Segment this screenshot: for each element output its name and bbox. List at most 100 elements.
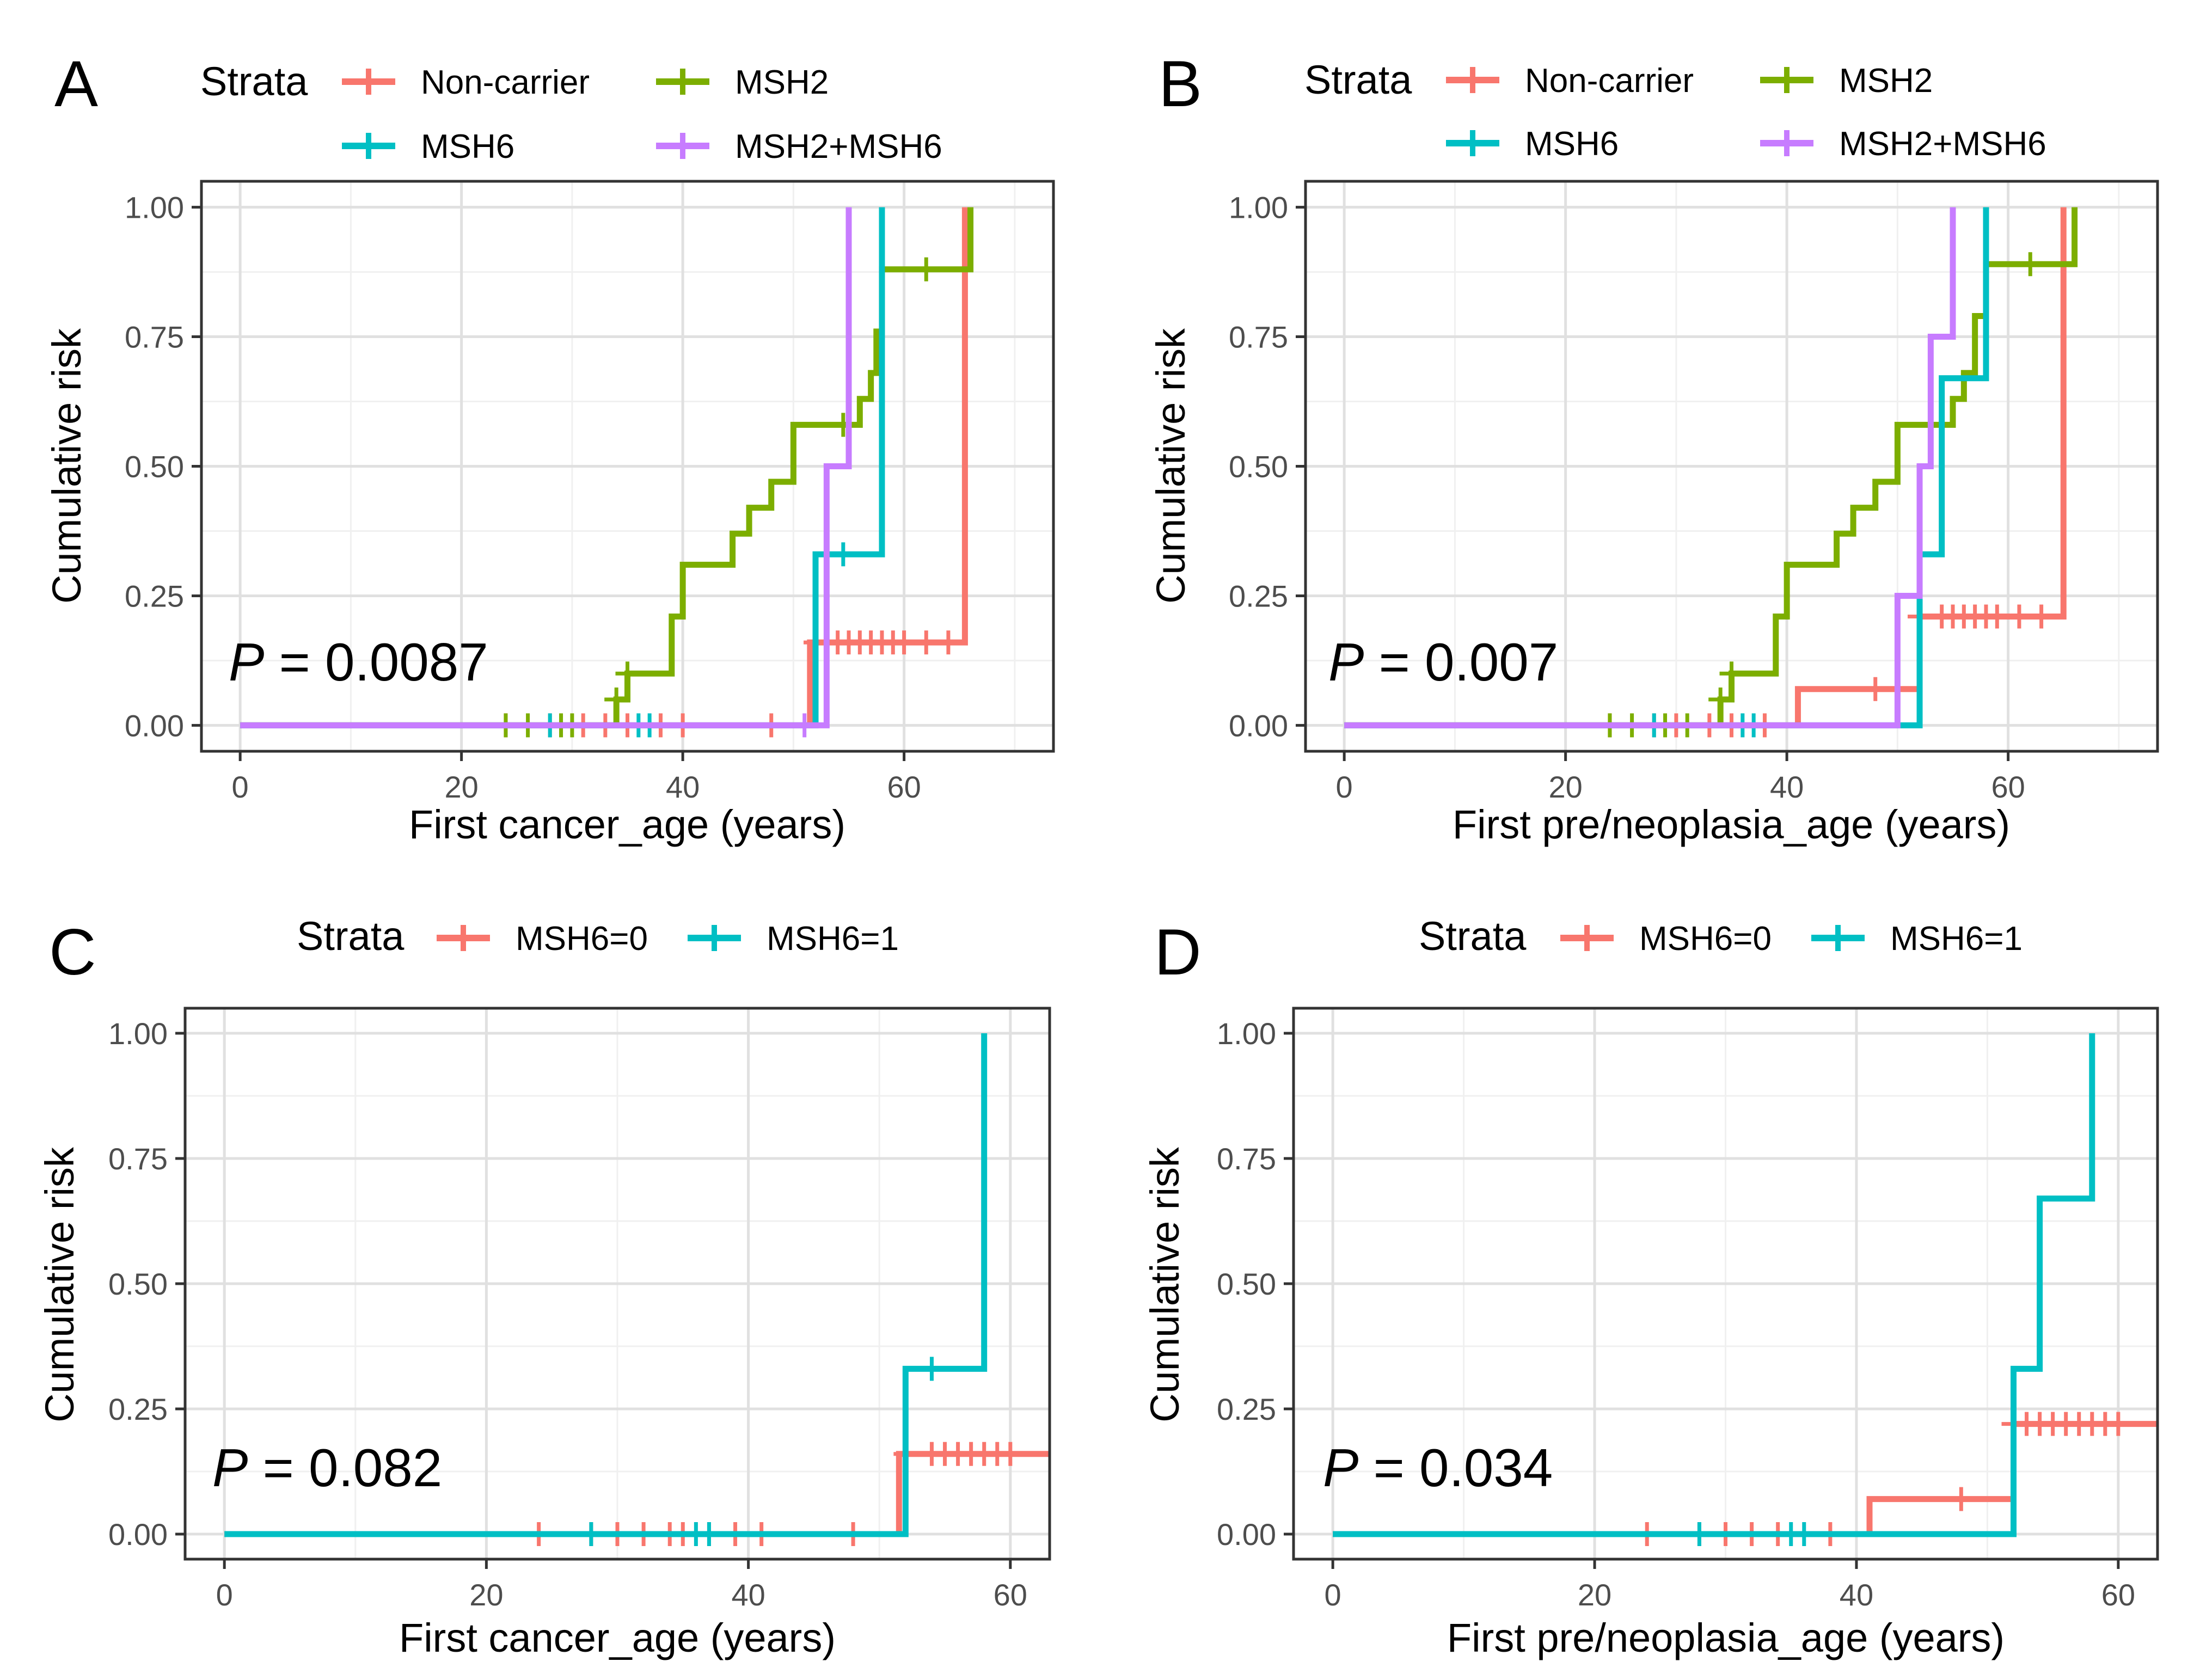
p-value-annotation: P = 0.007 — [1328, 632, 1558, 692]
legend-title: Strata — [1419, 913, 1527, 959]
panel-letter: B — [1159, 47, 1202, 120]
legend-label: MSH6=1 — [1890, 920, 2023, 958]
censor-mark — [1792, 1522, 1816, 1546]
censor-mark — [892, 630, 916, 655]
y-tick-label: 0.00 — [1229, 708, 1288, 743]
legend-label: MSH2 — [735, 64, 829, 101]
legend-label: MSH6=0 — [516, 920, 648, 958]
censor-mark — [2106, 1412, 2130, 1436]
y-tick-label: 0.50 — [1229, 450, 1288, 484]
series-line-msh2-msh6 — [1344, 207, 1956, 728]
censor-mark — [2007, 604, 2031, 629]
panel-letter: A — [54, 47, 98, 120]
x-tick-label: 0 — [1325, 1578, 1341, 1612]
x-tick-label: 0 — [232, 770, 249, 804]
x-tick-label: 60 — [1991, 770, 2025, 804]
y-axis-title: Cumulative risk — [37, 1146, 82, 1423]
x-tick-label: 20 — [1578, 1578, 1611, 1612]
p-value-text: = 0.007 — [1364, 632, 1558, 692]
censor-mark — [831, 542, 855, 567]
legend-title: Strata — [200, 59, 308, 104]
y-tick-label: 1.00 — [125, 191, 184, 225]
y-tick-label: 0.00 — [125, 708, 184, 743]
censor-mark — [579, 1522, 603, 1546]
legend-label: MSH2+MSH6 — [735, 128, 942, 165]
censor-mark — [914, 257, 939, 281]
y-tick-label: 0.75 — [108, 1142, 168, 1176]
censor-mark — [1708, 687, 1733, 712]
y-tick-label: 1.00 — [1229, 191, 1288, 225]
x-tick-label: 20 — [1548, 770, 1582, 804]
y-tick-label: 0.25 — [125, 579, 184, 613]
y-tick-label: 0.75 — [1229, 320, 1288, 354]
y-tick-label: 0.25 — [1229, 579, 1288, 613]
y-tick-label: 1.00 — [108, 1016, 168, 1051]
x-tick-label: 40 — [1840, 1578, 1873, 1612]
p-value-text: = 0.034 — [1358, 1438, 1553, 1498]
legend-label: MSH6 — [1525, 125, 1619, 163]
censor-mark — [1687, 1522, 1712, 1546]
series-line-msh2 — [1344, 207, 2078, 728]
censor-mark — [1985, 604, 2009, 629]
p-value-symbol: P — [1323, 1438, 1358, 1498]
p-value-text: = 0.082 — [248, 1438, 442, 1498]
censor-mark — [697, 1522, 721, 1546]
y-tick-label: 1.00 — [1217, 1016, 1276, 1051]
p-value-annotation: P = 0.082 — [212, 1438, 442, 1498]
censor-mark — [1949, 1487, 1974, 1511]
series-line-msh6-1 — [224, 1033, 988, 1537]
p-value-annotation: P = 0.034 — [1323, 1438, 1553, 1498]
panel-c: C Strata MSH6=0 MSH6=1 0 20 40 60 0.00 0.25 0.50 0.… — [37, 913, 1051, 1660]
censor-mark — [936, 630, 960, 655]
legend-label: Non-carrier — [421, 64, 590, 101]
legend-title: Strata — [1304, 57, 1412, 102]
series-line-msh6 — [1344, 207, 1989, 728]
x-tick-label: 40 — [666, 770, 700, 804]
y-tick-label: 0.00 — [108, 1517, 168, 1552]
y-tick-label: 0.25 — [108, 1392, 168, 1426]
panel-a: A Strata Non-carrier MSH2 MSH6 MSH2+MSH6 0 20 40… — [44, 47, 1055, 847]
legend-label: MSH2 — [1839, 62, 1933, 100]
series-line-msh6-1 — [1333, 1033, 2095, 1537]
p-value-symbol: P — [212, 1438, 248, 1498]
x-axis-title: First cancer_age (years) — [399, 1615, 836, 1660]
x-tick-label: 60 — [994, 1578, 1027, 1612]
p-value-text: = 0.0087 — [264, 632, 488, 692]
censor-mark — [2029, 604, 2054, 629]
legend-label: MSH2+MSH6 — [1839, 125, 2046, 163]
x-tick-label: 0 — [1336, 770, 1353, 804]
y-tick-label: 0.25 — [1217, 1392, 1276, 1426]
censor-mark — [998, 1442, 1022, 1466]
p-value-symbol: P — [1328, 632, 1364, 692]
censor-mark — [914, 630, 939, 655]
legend-label: Non-carrier — [1525, 62, 1694, 100]
legend-title: Strata — [297, 913, 405, 959]
y-tick-label: 0.50 — [108, 1267, 168, 1301]
p-value-annotation: P = 0.0087 — [229, 632, 488, 692]
x-axis-title: First pre/neoplasia_age (years) — [1447, 1615, 2005, 1660]
y-axis-title: Cumulative risk — [1142, 1146, 1187, 1423]
x-tick-label: 40 — [731, 1578, 765, 1612]
y-tick-label: 0.75 — [125, 320, 184, 354]
x-tick-label: 60 — [2101, 1578, 2135, 1612]
x-axis-title: First cancer_age (years) — [409, 802, 845, 847]
legend-label: MSH6 — [421, 128, 514, 165]
censor-mark — [604, 687, 629, 712]
y-axis-title: Cumulative risk — [1148, 328, 1193, 604]
legend-label: MSH6=1 — [767, 920, 899, 958]
x-tick-label: 20 — [444, 770, 478, 804]
x-tick-label: 60 — [887, 770, 921, 804]
panel-d: D Strata MSH6=0 MSH6=1 0 20 40 60 0.00 0.25 0.50 0.… — [1142, 913, 2159, 1660]
panel-letter: C — [49, 916, 96, 989]
censor-mark — [615, 661, 640, 686]
y-tick-label: 0.50 — [125, 450, 184, 484]
x-tick-label: 0 — [216, 1578, 233, 1612]
x-tick-label: 20 — [469, 1578, 503, 1612]
x-tick-label: 40 — [1770, 770, 1804, 804]
y-tick-label: 0.75 — [1217, 1142, 1276, 1176]
y-axis-title: Cumulative risk — [44, 328, 89, 604]
censor-mark — [1863, 677, 1888, 701]
legend-label: MSH6=0 — [1639, 920, 1772, 958]
series-line-msh2-msh6 — [240, 207, 852, 728]
